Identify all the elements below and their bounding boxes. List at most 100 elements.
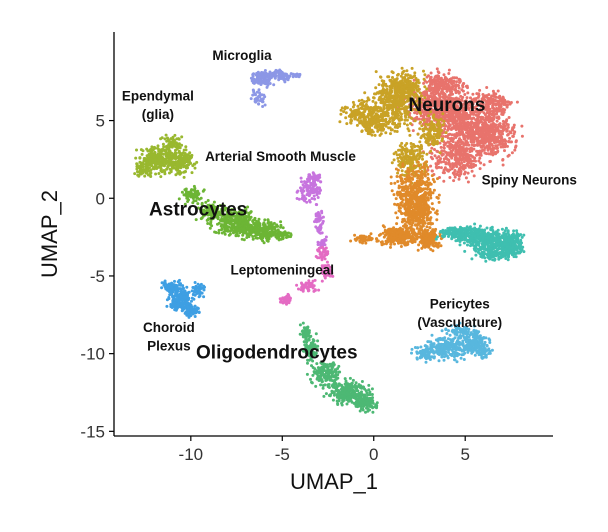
- data-point: [416, 132, 420, 136]
- data-point: [482, 135, 485, 139]
- data-point: [445, 157, 449, 161]
- data-point: [407, 76, 411, 80]
- data-point: [437, 165, 441, 169]
- data-point: [431, 140, 435, 144]
- data-point: [392, 193, 396, 197]
- data-point: [410, 223, 414, 227]
- data-point: [451, 122, 455, 125]
- data-point: [429, 247, 433, 251]
- data-point: [349, 118, 353, 122]
- data-point: [411, 152, 415, 156]
- data-point: [394, 114, 397, 118]
- data-point: [445, 77, 449, 81]
- data-point: [491, 116, 495, 120]
- data-point: [366, 123, 370, 127]
- data-point: [411, 202, 415, 206]
- data-point: [368, 110, 372, 114]
- data-point: [420, 169, 424, 173]
- data-point: [355, 237, 359, 241]
- data-point: [460, 238, 464, 242]
- data-point: [413, 240, 417, 244]
- data-point: [431, 232, 435, 235]
- data-point: [398, 118, 402, 122]
- data-point: [349, 121, 353, 125]
- data-point: [395, 203, 399, 207]
- data-point: [429, 193, 433, 197]
- data-point: [425, 183, 429, 187]
- data-point: [465, 238, 469, 242]
- data-point: [472, 144, 476, 148]
- data-point: [400, 66, 404, 70]
- data-point: [422, 81, 426, 85]
- data-point: [399, 74, 403, 78]
- data-point: [456, 151, 460, 155]
- data-point: [479, 120, 483, 123]
- data-point: [440, 102, 444, 106]
- data-point: [512, 123, 516, 127]
- data-point: [426, 207, 430, 211]
- data-point: [376, 109, 380, 113]
- data-point: [453, 133, 457, 137]
- data-point: [405, 123, 409, 127]
- data-point: [496, 234, 500, 238]
- data-point: [415, 193, 419, 197]
- data-point: [399, 245, 403, 248]
- data-point: [476, 250, 480, 254]
- data-point: [436, 130, 440, 134]
- data-point: [373, 133, 377, 137]
- data-point: [495, 106, 499, 110]
- data-point: [444, 135, 448, 138]
- data-point: [458, 137, 462, 141]
- data-point: [414, 185, 418, 189]
- data-point: [430, 82, 434, 86]
- data-point: [429, 164, 433, 168]
- data-point: [372, 96, 376, 100]
- data-point: [520, 124, 524, 128]
- data-point: [465, 106, 469, 110]
- data-point: [436, 74, 440, 78]
- data-point: [349, 239, 353, 243]
- data-point: [400, 193, 404, 197]
- data-point: [459, 126, 463, 130]
- data-point: [422, 231, 426, 235]
- data-point: [397, 186, 401, 190]
- data-point: [404, 235, 408, 239]
- data-point: [484, 136, 488, 139]
- data-point: [369, 121, 373, 125]
- data-point: [355, 123, 359, 127]
- data-point: [478, 224, 482, 228]
- data-point: [409, 122, 412, 125]
- data-point: [436, 177, 439, 181]
- data-point: [472, 139, 476, 143]
- data-point: [426, 218, 430, 222]
- data-point: [472, 125, 476, 129]
- data-point: [401, 162, 405, 166]
- data-point: [426, 228, 430, 232]
- data-point: [363, 239, 366, 243]
- data-point: [459, 152, 463, 155]
- data-point: [514, 140, 518, 144]
- data-point: [394, 150, 398, 154]
- data-point: [515, 245, 519, 249]
- data-point: [374, 86, 378, 90]
- data-point: [437, 193, 441, 197]
- data-point: [515, 100, 519, 104]
- data-point: [443, 107, 447, 111]
- data-point: [401, 156, 405, 159]
- data-point: [469, 96, 472, 100]
- data-point: [410, 91, 414, 95]
- data-point: [411, 196, 415, 200]
- data-point: [390, 90, 393, 94]
- data-point: [510, 151, 514, 155]
- data-point: [404, 203, 408, 206]
- data-point: [479, 116, 483, 120]
- data-point: [435, 79, 439, 83]
- data-point: [457, 177, 461, 181]
- data-point: [420, 182, 424, 186]
- data-point: [412, 78, 416, 82]
- data-point: [390, 70, 394, 74]
- data-point: [515, 231, 519, 235]
- data-point: [448, 165, 452, 168]
- data-point: [475, 149, 479, 153]
- data-point: [427, 79, 431, 83]
